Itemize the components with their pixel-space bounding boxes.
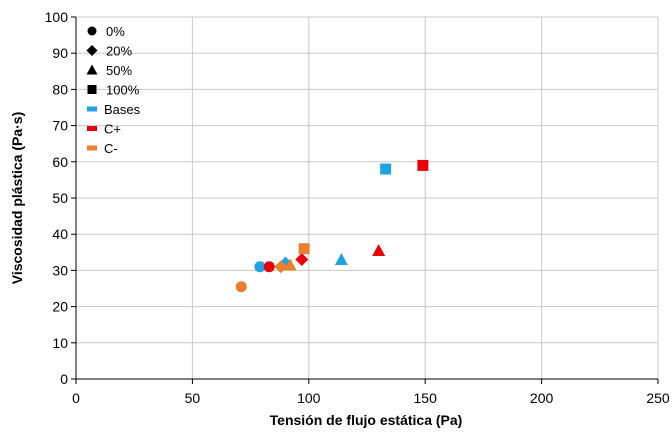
legend-label: C- (104, 141, 118, 156)
axes (71, 16, 659, 384)
data-point-cplus-diamond (295, 253, 309, 267)
x-tick-label: 50 (185, 390, 201, 406)
data-point-bases-square (380, 163, 392, 175)
legend-label: 50% (106, 63, 132, 78)
data-point-cminus-triangle (283, 258, 297, 271)
data-point-cplus-triangle (372, 243, 386, 256)
y-tick-label: 100 (45, 9, 69, 25)
legend-marker-dash (87, 126, 97, 131)
y-tick-label: 10 (52, 335, 68, 351)
data-points (235, 159, 429, 293)
data-point-cminus-circle (235, 281, 247, 293)
data-point-bases-triangle (334, 253, 348, 266)
grid (76, 16, 659, 379)
x-axis-title: Tensión de flujo estática (Pa) (270, 412, 463, 428)
x-tick-label: 100 (297, 390, 321, 406)
x-tick-label: 150 (414, 390, 438, 406)
legend-label: 100% (106, 83, 140, 98)
y-tick-label: 40 (52, 226, 68, 242)
y-tick-label: 30 (52, 262, 68, 278)
legend-marker-dash (87, 106, 97, 112)
y-tick-label: 0 (60, 371, 68, 387)
legend-marker-diamond (86, 45, 98, 56)
y-tick-label: 20 (52, 299, 68, 315)
legend-marker-square (87, 85, 97, 94)
legend: 0% 20% 50% 100% Bases C+ C- (86, 24, 141, 156)
y-tick-label: 80 (52, 81, 68, 97)
y-tick-label: 60 (52, 154, 68, 170)
legend-marker-triangle (86, 64, 98, 75)
x-tick-label: 200 (530, 390, 554, 406)
legend-label: 0% (106, 24, 125, 39)
legend-label: C+ (104, 122, 121, 137)
y-tick-label: 50 (52, 190, 68, 206)
y-axis-title: Viscosidad plástica (Pa·s) (9, 112, 25, 284)
tick-labels: 0 10 20 30 40 50 60 70 80 90 100 0 50 100 150 200 250 (45, 9, 670, 406)
data-point-cplus-circle (263, 261, 275, 273)
legend-marker-circle (87, 26, 97, 36)
y-tick-label: 90 (52, 45, 68, 61)
x-tick-label: 0 (72, 390, 80, 406)
x-tick-label: 250 (646, 390, 670, 406)
y-tick-label: 70 (52, 118, 68, 134)
legend-label: Bases (104, 102, 141, 117)
data-point-cplus-square (417, 159, 429, 171)
legend-marker-dash (87, 145, 97, 151)
data-point-bases-circle (254, 261, 266, 273)
legend-label: 20% (106, 44, 132, 59)
data-point-cminus-square (298, 243, 310, 255)
